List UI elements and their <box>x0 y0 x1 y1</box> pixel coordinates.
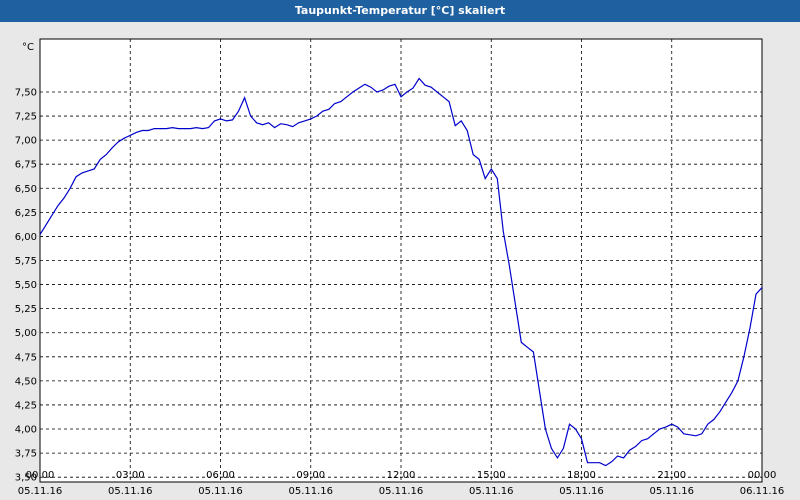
x-tick-date-label: 05.11.16 <box>379 486 424 497</box>
x-tick-time-label: 18:00 <box>567 470 596 481</box>
x-tick-date-label: 05.11.16 <box>559 486 604 497</box>
x-tick-time-label: 00:00 <box>748 470 777 481</box>
y-tick-label: 4,00 <box>15 425 37 436</box>
y-axis: 7,50 7,25 7,00 6,75 6,50 6,25 6,00 5,75 5,50 5,25… <box>15 87 37 483</box>
x-tick-time-label: 03:00 <box>116 470 145 481</box>
series-line <box>39 77 763 467</box>
y-tick-label: 5,25 <box>15 304 37 315</box>
x-tick-date-label: 05.11.16 <box>288 486 333 497</box>
y-tick-label: 4,50 <box>15 376 37 387</box>
y-tick-label: 6,75 <box>15 160 37 171</box>
y-tick-label: 3,50 <box>15 473 37 484</box>
x-tick-date-label: 05.11.16 <box>108 486 153 497</box>
x-tick-date-label: 05.11.16 <box>18 486 63 497</box>
chart: °C 7,50 7,25 7,00 6,75 6,50 6,25 6,00 5,75 5,50 5… <box>15 38 785 497</box>
x-tick-date-label: 05.11.16 <box>198 486 243 497</box>
y-tick-label: 4,25 <box>15 400 37 411</box>
x-tick-time-label: 09:00 <box>296 470 325 481</box>
x-tick-date-label: 05.11.16 <box>649 486 694 497</box>
y-tick-label: 5,75 <box>15 256 37 267</box>
x-tick-date-label: 06.11.16 <box>740 486 785 497</box>
x-tick-time-label: 06:00 <box>206 470 235 481</box>
x-tick-time-label: 21:00 <box>657 470 686 481</box>
y-tick-label: 7,50 <box>15 87 37 98</box>
y-tick-label: 3,75 <box>15 449 37 460</box>
x-tick-time-label: 00:00 <box>26 470 55 481</box>
y-axis-unit-label: °C <box>22 42 34 53</box>
x-tick-time-label: 12:00 <box>387 470 416 481</box>
y-tick-label: 6,50 <box>15 184 37 195</box>
x-tick-time-label: 15:00 <box>477 470 506 481</box>
y-tick-label: 4,75 <box>15 352 37 363</box>
chart-title: Taupunkt-Temperatur [°C] skaliert <box>0 0 800 22</box>
x-axis: 00:00 05.11.16 03:00 05.11.16 06:00 05.11.16 0… <box>18 470 785 497</box>
y-tick-label: 7,00 <box>15 136 37 147</box>
y-tick-label: 6,25 <box>15 208 37 219</box>
y-tick-label: 7,25 <box>15 112 37 123</box>
grid-lines <box>40 39 762 482</box>
y-tick-label: 5,50 <box>15 280 37 291</box>
y-tick-label: 5,00 <box>15 328 37 339</box>
x-tick-date-label: 05.11.16 <box>469 486 514 497</box>
y-tick-label: 6,00 <box>15 232 37 243</box>
